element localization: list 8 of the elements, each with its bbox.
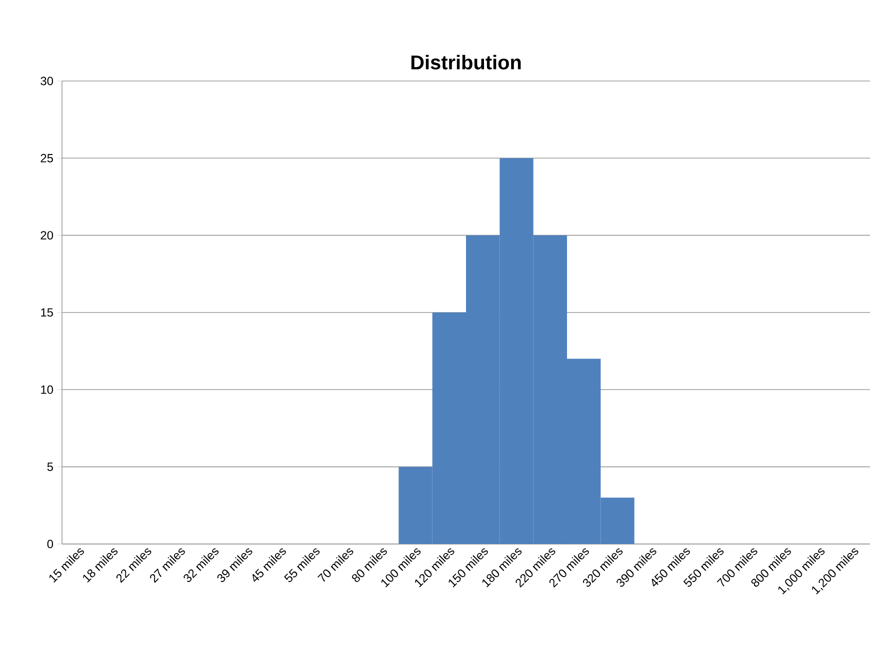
y-tick-label: 25 <box>40 154 53 162</box>
y-tick-label: 0 <box>47 540 54 548</box>
y-tick-label: 15 <box>41 308 53 317</box>
y-tick-label: 5 <box>47 462 53 471</box>
y-tick-label: 20 <box>40 231 54 240</box>
chart-title: Distribution <box>411 54 521 70</box>
y-tick-label: 30 <box>40 76 54 86</box>
y-tick-label: 10 <box>41 385 54 394</box>
